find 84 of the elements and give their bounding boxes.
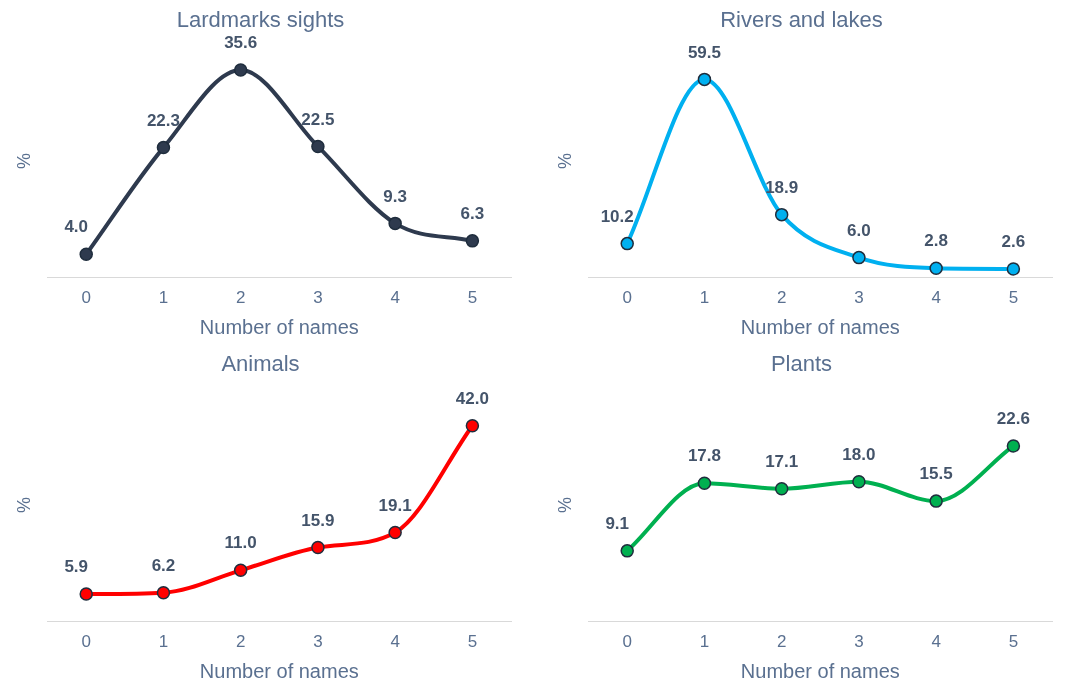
x-tick-label: 3	[854, 632, 864, 652]
x-tick-label: 4	[931, 632, 941, 652]
data-label: 11.0	[224, 533, 257, 553]
x-tick-label: 0	[622, 288, 632, 308]
data-label: 19.1	[378, 495, 412, 515]
x-tick-label: 0	[81, 632, 91, 652]
point	[156, 585, 171, 600]
data-label: 5.9	[64, 557, 89, 577]
point	[233, 63, 248, 77]
x-tick-label: 1	[158, 288, 169, 308]
x-axis-title: Number of names	[740, 659, 900, 682]
data-label: 22.6	[996, 409, 1030, 429]
point	[311, 540, 325, 555]
point	[1006, 262, 1021, 276]
point	[233, 563, 248, 578]
y-axis-title: %	[13, 152, 34, 170]
point	[929, 261, 943, 276]
x-tick-label: 4	[390, 632, 400, 652]
point	[774, 481, 789, 496]
data-label: 2.6	[1001, 232, 1026, 252]
point	[79, 247, 93, 262]
x-tick-label: 5	[1008, 288, 1019, 308]
data-label: 35.6	[224, 33, 258, 53]
point	[697, 72, 712, 87]
data-label: 59.5	[687, 42, 721, 62]
x-axis-title: Number of names	[199, 659, 359, 682]
point	[774, 207, 789, 222]
point	[388, 525, 402, 540]
x-tick-label: 0	[81, 288, 91, 308]
data-label: 17.1	[765, 451, 799, 471]
x-tick-label: 2	[235, 288, 246, 308]
x-tick-label: 5	[1008, 632, 1019, 652]
x-tick-label: 5	[467, 288, 478, 308]
x-tick-label: 3	[313, 288, 323, 308]
point	[465, 418, 480, 433]
data-label: 10.2	[600, 206, 634, 226]
data-label: 18.0	[842, 444, 876, 464]
x-tick-label: 1	[158, 632, 169, 652]
data-label: 2.8	[924, 231, 948, 251]
x-tick-label: 5	[467, 632, 478, 652]
x-tick-label: 2	[776, 632, 787, 652]
data-label: 6.2	[151, 555, 176, 575]
point	[311, 139, 325, 154]
point	[697, 476, 712, 490]
x-axis-title: Number of names	[740, 315, 900, 338]
data-label: 6.3	[460, 204, 485, 224]
data-label: 18.9	[765, 177, 799, 197]
point	[620, 544, 634, 558]
data-label: 15.5	[919, 464, 953, 484]
y-axis-title: %	[13, 496, 34, 514]
x-tick-label: 0	[622, 632, 632, 652]
x-tick-label: 1	[699, 632, 710, 652]
point	[388, 216, 402, 231]
chart-title: Plants	[770, 351, 833, 377]
data-label: 42.0	[455, 388, 489, 408]
x-axis-title: Number of names	[199, 315, 359, 338]
chart-title: Lardmarks sights	[176, 7, 345, 33]
x-tick-label: 4	[390, 288, 400, 308]
x-tick-label: 4	[931, 288, 941, 308]
point	[929, 494, 943, 508]
y-axis-title: %	[554, 496, 575, 514]
x-tick-label: 3	[854, 288, 864, 308]
point	[1006, 439, 1021, 453]
x-tick-label: 2	[776, 288, 787, 308]
point	[465, 234, 480, 248]
data-label: 9.1	[605, 514, 630, 534]
data-label: 4.0	[64, 217, 89, 237]
point	[620, 236, 634, 251]
point	[852, 250, 866, 265]
chart-title: Animals	[221, 351, 300, 377]
point	[156, 140, 171, 155]
data-label: 22.3	[146, 110, 180, 130]
y-axis-title: %	[554, 152, 575, 170]
x-tick-label: 1	[699, 288, 710, 308]
data-label: 15.9	[301, 510, 335, 530]
data-label: 9.3	[383, 186, 407, 206]
data-label: 6.0	[847, 220, 871, 240]
point	[79, 587, 93, 601]
x-tick-label: 3	[313, 632, 323, 652]
x-tick-label: 2	[235, 632, 246, 652]
point	[852, 474, 866, 489]
data-label: 22.5	[301, 109, 335, 129]
chart-title: Rivers and lakes	[720, 7, 883, 33]
data-label: 17.8	[687, 446, 721, 466]
